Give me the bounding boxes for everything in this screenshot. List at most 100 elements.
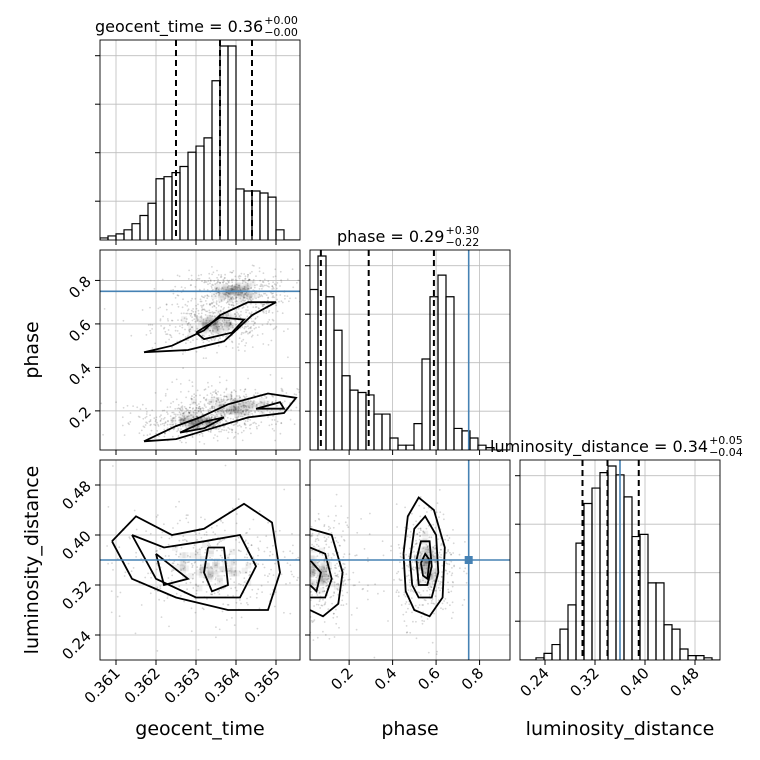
density-cell [240,285,247,292]
sample-point [367,584,369,587]
sample-point [183,312,185,315]
sample-point [237,415,240,418]
sample-point [209,409,211,412]
density-cell [199,566,206,573]
sample-point [230,428,233,431]
histogram-bar [559,628,569,660]
sample-point [170,536,173,538]
sample-point [440,556,442,559]
sample-point [406,564,408,567]
sample-point [226,409,229,412]
sample-point [435,589,438,592]
density-cell [187,420,194,427]
sample-point [285,583,287,585]
sample-point [452,581,454,584]
sample-point [262,305,264,308]
sample-point [200,304,203,307]
sample-point [203,404,206,407]
density-cell [211,327,218,334]
sample-point [292,544,294,547]
sample-point [418,531,421,534]
sample-point [227,303,230,305]
sample-point [345,409,347,411]
sample-point [249,272,252,275]
sample-point [209,430,212,432]
sample-point [201,306,203,308]
sample-point [256,334,259,336]
sample-point [325,568,327,571]
sample-point [361,588,364,591]
sample-point [422,604,425,606]
sample-point [230,323,232,325]
sample-point [241,410,244,413]
sample-point [100,402,103,405]
sample-point [194,297,197,300]
sample-point [174,408,177,410]
sample-point [311,534,314,537]
sample-point [229,321,232,324]
density-cell [243,404,250,411]
sample-point [323,590,326,592]
sample-point [286,586,288,588]
sample-point [196,314,198,317]
sample-point [249,298,252,301]
sample-point [253,322,256,325]
sample-point [451,572,454,575]
sample-point [179,425,182,428]
density-cell [313,559,319,566]
density-cell [207,568,214,575]
density-cell [252,401,259,408]
sample-point [236,294,239,296]
density-cell [235,292,241,299]
sample-point [241,331,243,334]
sample-point [233,312,236,315]
sample-point [193,393,196,396]
sample-point [231,296,234,298]
sample-point [200,315,203,318]
sample-point [341,599,344,602]
sample-point [177,413,179,416]
sample-point [255,292,258,294]
sample-point [414,543,417,546]
sample-point [221,556,224,559]
density-cell [203,414,210,420]
sample-point [224,297,227,300]
sample-point [215,300,218,303]
density-cell [301,575,307,581]
sample-point [240,431,243,434]
sample-point [204,388,207,391]
sample-point [204,551,207,554]
sample-point [177,407,180,410]
sample-point [450,617,453,620]
y-tick-label: 0.2 [65,403,95,433]
sample-point [172,288,175,291]
sample-point [118,615,121,618]
density-cell [247,290,254,297]
sample-point [333,592,336,594]
density-cell [220,411,227,418]
sample-point [223,412,226,415]
sample-point [429,585,432,588]
sample-point [258,607,261,610]
sample-point [233,294,236,297]
histogram-bar [147,202,157,240]
sample-point [318,592,321,595]
sample-point [325,570,328,572]
sample-point [172,423,175,426]
sample-point [172,424,174,426]
sample-point [185,320,188,323]
sample-point [259,279,261,282]
sample-point [374,583,376,586]
sample-point [327,608,330,610]
sample-point [264,574,266,577]
sample-point [247,279,250,282]
sample-point [252,394,255,397]
sample-point [266,299,269,302]
sample-point [247,413,250,416]
sample-point [219,426,221,429]
sample-point [235,283,238,286]
sample-point [311,532,314,535]
sample-point [214,583,217,585]
sample-point [258,288,261,290]
density-cell [241,404,248,411]
